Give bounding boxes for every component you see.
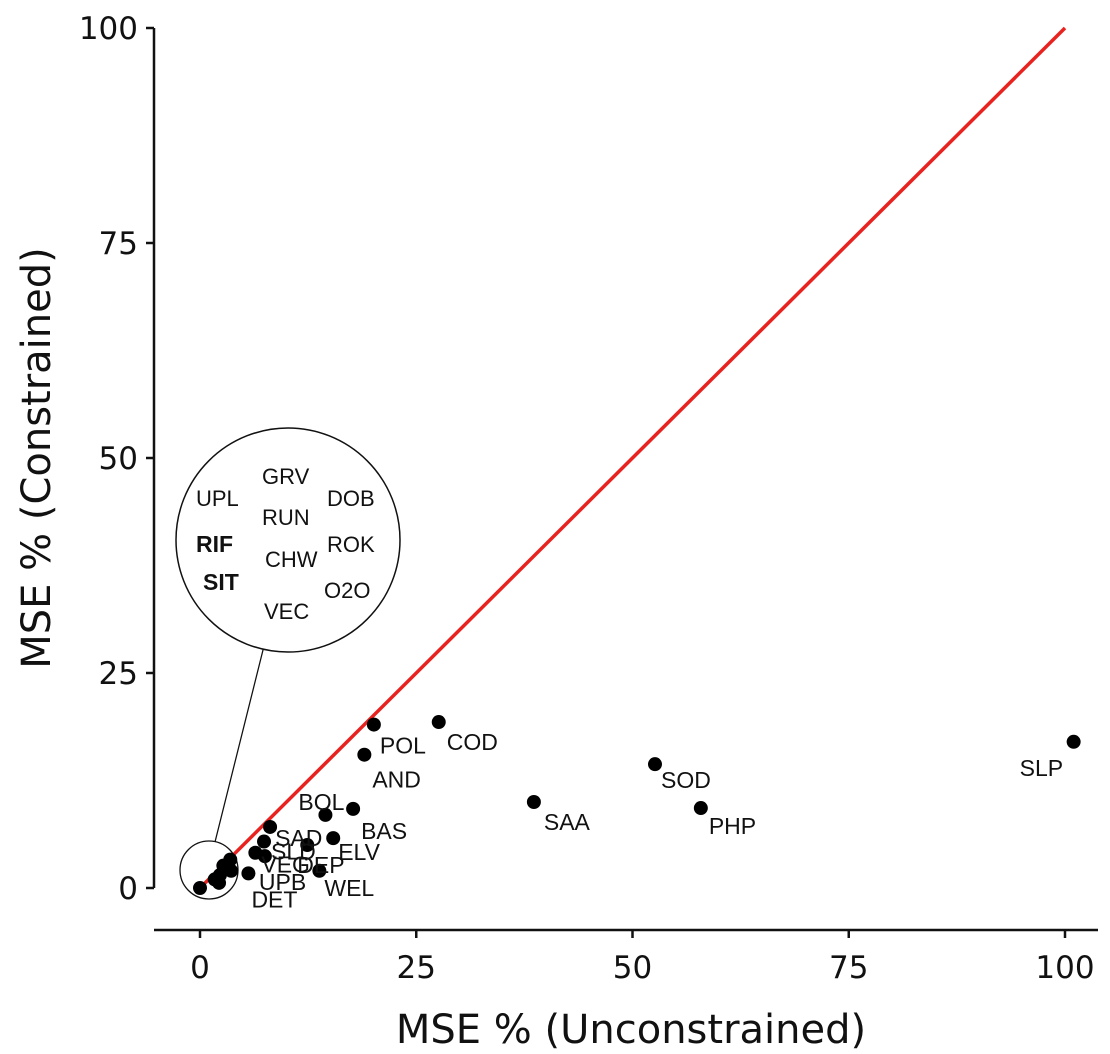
data-point [312, 863, 327, 878]
point-label: SAA [544, 809, 591, 835]
data-point [257, 849, 272, 864]
data-point [346, 801, 361, 816]
x-tick-label: 25 [397, 950, 436, 986]
point-label: POL [380, 733, 426, 759]
inset-callout: GRV UPL DOB RUN RIF ROK CHW SIT O2O VEC [175, 427, 401, 900]
inset-label: DOB [327, 486, 375, 511]
point-label: DET [251, 886, 297, 912]
point-label: BAS [361, 818, 407, 844]
point-label: UPB [259, 869, 306, 895]
inset-label: GRV [262, 464, 310, 489]
point-label: AND [372, 767, 421, 793]
x-tick-label: 100 [1035, 950, 1094, 986]
y-tick-label: 100 [79, 11, 138, 47]
data-point [326, 831, 341, 846]
data-point [357, 747, 372, 762]
y-tick-label: 25 [99, 656, 138, 692]
inset-label: RIF [196, 531, 233, 557]
point-label: SAD [275, 825, 322, 851]
data-point [693, 801, 708, 816]
data-point [1066, 734, 1081, 749]
inset-label: SIT [203, 569, 239, 595]
inset-label: RUN [262, 505, 310, 530]
point-label: BOL [298, 789, 344, 815]
x-tick-label: 75 [829, 950, 868, 986]
data-points [193, 715, 1081, 895]
point-label: WEL [324, 875, 374, 901]
data-point [366, 717, 381, 732]
point-label: DEP [297, 852, 344, 878]
data-point [193, 881, 207, 895]
identity-reference-line [198, 26, 1067, 890]
y-axis-title: MSE % (Constrained) [14, 247, 60, 669]
point-label: SLD [271, 839, 316, 865]
y-tick-label: 0 [118, 871, 138, 907]
point-label: SLP [1020, 755, 1063, 781]
inset-label: UPL [196, 486, 239, 511]
data-point [300, 838, 315, 852]
data-point [526, 795, 541, 809]
data-point [431, 715, 446, 730]
y-tick-label: 50 [99, 441, 138, 477]
data-point [263, 819, 278, 834]
data-point [241, 866, 256, 881]
inset-label: ROK [327, 532, 375, 557]
x-tick-label: 50 [613, 950, 652, 986]
point-label: SOD [661, 767, 711, 793]
point-labels: SLP PHP SOD SAA COD POL AND BAS BOL ELVDEPSADSLDV… [251, 729, 1063, 912]
point-label: VEG [261, 852, 310, 878]
point-label: COD [447, 729, 498, 755]
y-tick-label: 75 [99, 226, 138, 262]
inset-label: CHW [265, 547, 318, 572]
x-axis-title: MSE % (Unconstrained) [396, 1007, 866, 1053]
inset-labels: GRV UPL DOB RUN RIF ROK CHW SIT O2O VEC [196, 464, 375, 624]
inset-connector-line [214, 641, 266, 843]
x-ticks: 0 25 50 75 100 [190, 930, 1095, 986]
inset-label: O2O [324, 578, 370, 603]
data-point [257, 834, 272, 849]
data-point [647, 757, 662, 772]
point-label: PHP [709, 813, 756, 839]
point-label: ELV [338, 839, 380, 865]
x-tick-label: 0 [190, 950, 210, 986]
data-point [318, 807, 333, 822]
inset-label: VEC [264, 599, 309, 624]
y-ticks: 0 25 50 75 100 [79, 11, 154, 907]
inset-circle [175, 427, 401, 653]
data-point [212, 875, 227, 890]
